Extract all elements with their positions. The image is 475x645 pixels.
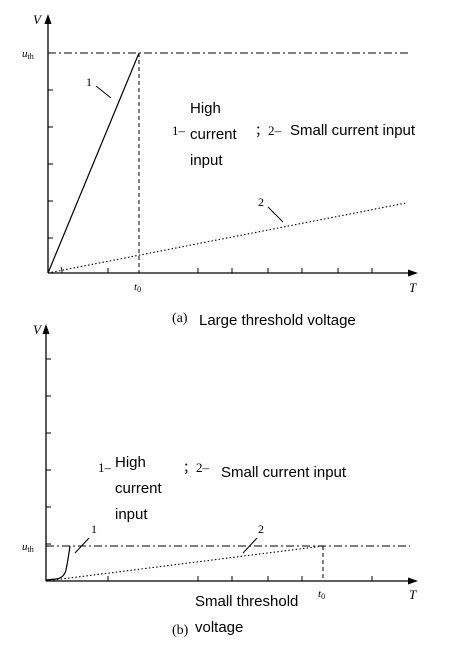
panel-b-series-1-label: 1	[91, 522, 97, 536]
panel-b-legend-item2: Small current input	[221, 464, 347, 481]
panel-a-caption: Large threshold voltage	[199, 312, 356, 329]
panel-a-arc-mark	[60, 266, 63, 274]
panel-a-legend-separator: ；2–	[255, 123, 282, 139]
panel-a-y-arrow-icon	[44, 14, 52, 24]
panel-a-label: (a)	[172, 311, 188, 326]
panel-b-xlabel: T	[409, 587, 417, 602]
panel-b-x-ticks	[107, 576, 373, 581]
panel-a-series-1-leader	[95, 85, 112, 99]
panel-b-y-arrow-icon	[42, 324, 50, 334]
panel-b-legend-item1-line3: input	[115, 506, 148, 523]
panel-b-legend-item1-number: 1–	[98, 460, 112, 475]
panel-b-caption-line1: Small threshold	[195, 593, 298, 610]
panel-b-ylabel: V	[33, 322, 43, 337]
panel-a-legend-item1-line1: High	[190, 100, 221, 117]
panel-b-legend-item1-line1: High	[115, 454, 146, 471]
panel-a-xlabel: T	[409, 280, 417, 295]
panel-b-x-arrow-icon	[408, 577, 418, 585]
panel-a-y-ticks	[48, 52, 53, 239]
panel-a-threshold-label: uth	[22, 48, 34, 61]
panel-b-y-ticks	[46, 358, 51, 545]
panel-b-caption-line2: voltage	[195, 619, 243, 636]
panel-a-series-2-label: 2	[258, 195, 264, 209]
panel-b-threshold-label: uth	[22, 541, 34, 554]
panel-b-series-2-leader	[242, 537, 258, 554]
panel-a-legend-item1-line3: input	[190, 152, 223, 169]
panel-a-series-1-line	[47, 52, 140, 274]
panel-a-series-2-line	[47, 202, 407, 274]
panel-b-legend-separator: ；2–	[183, 460, 210, 476]
panel-b-t0-label: t0	[318, 588, 325, 601]
panel-b-series-2-label: 2	[258, 522, 264, 536]
panel-a-series-2-leader	[267, 206, 284, 223]
panel-b-series-1-line	[45, 545, 71, 581]
panel-b-label: (b)	[172, 623, 189, 638]
panel-a-legend-item1-line2: current	[190, 126, 238, 143]
panel-a-legend-item2: Small current input	[290, 122, 416, 139]
panel-a-x-arrow-icon	[408, 269, 418, 277]
panel-b-series-1-leader	[74, 537, 90, 554]
panel-a-legend-item1-number: 1–	[172, 123, 186, 138]
panel-b-series-2-line	[45, 545, 324, 582]
panel-a-t0-label: t0	[134, 281, 141, 294]
panel-a-ylabel: V	[33, 12, 43, 27]
panel-a: V T uth t0 1	[22, 12, 418, 329]
panel-a-x-ticks	[107, 268, 373, 273]
panel-b: V T uth t0 1 2	[22, 322, 418, 638]
panel-a-series-1-label: 1	[86, 75, 92, 89]
panel-b-legend-item1-line2: current	[115, 480, 163, 497]
